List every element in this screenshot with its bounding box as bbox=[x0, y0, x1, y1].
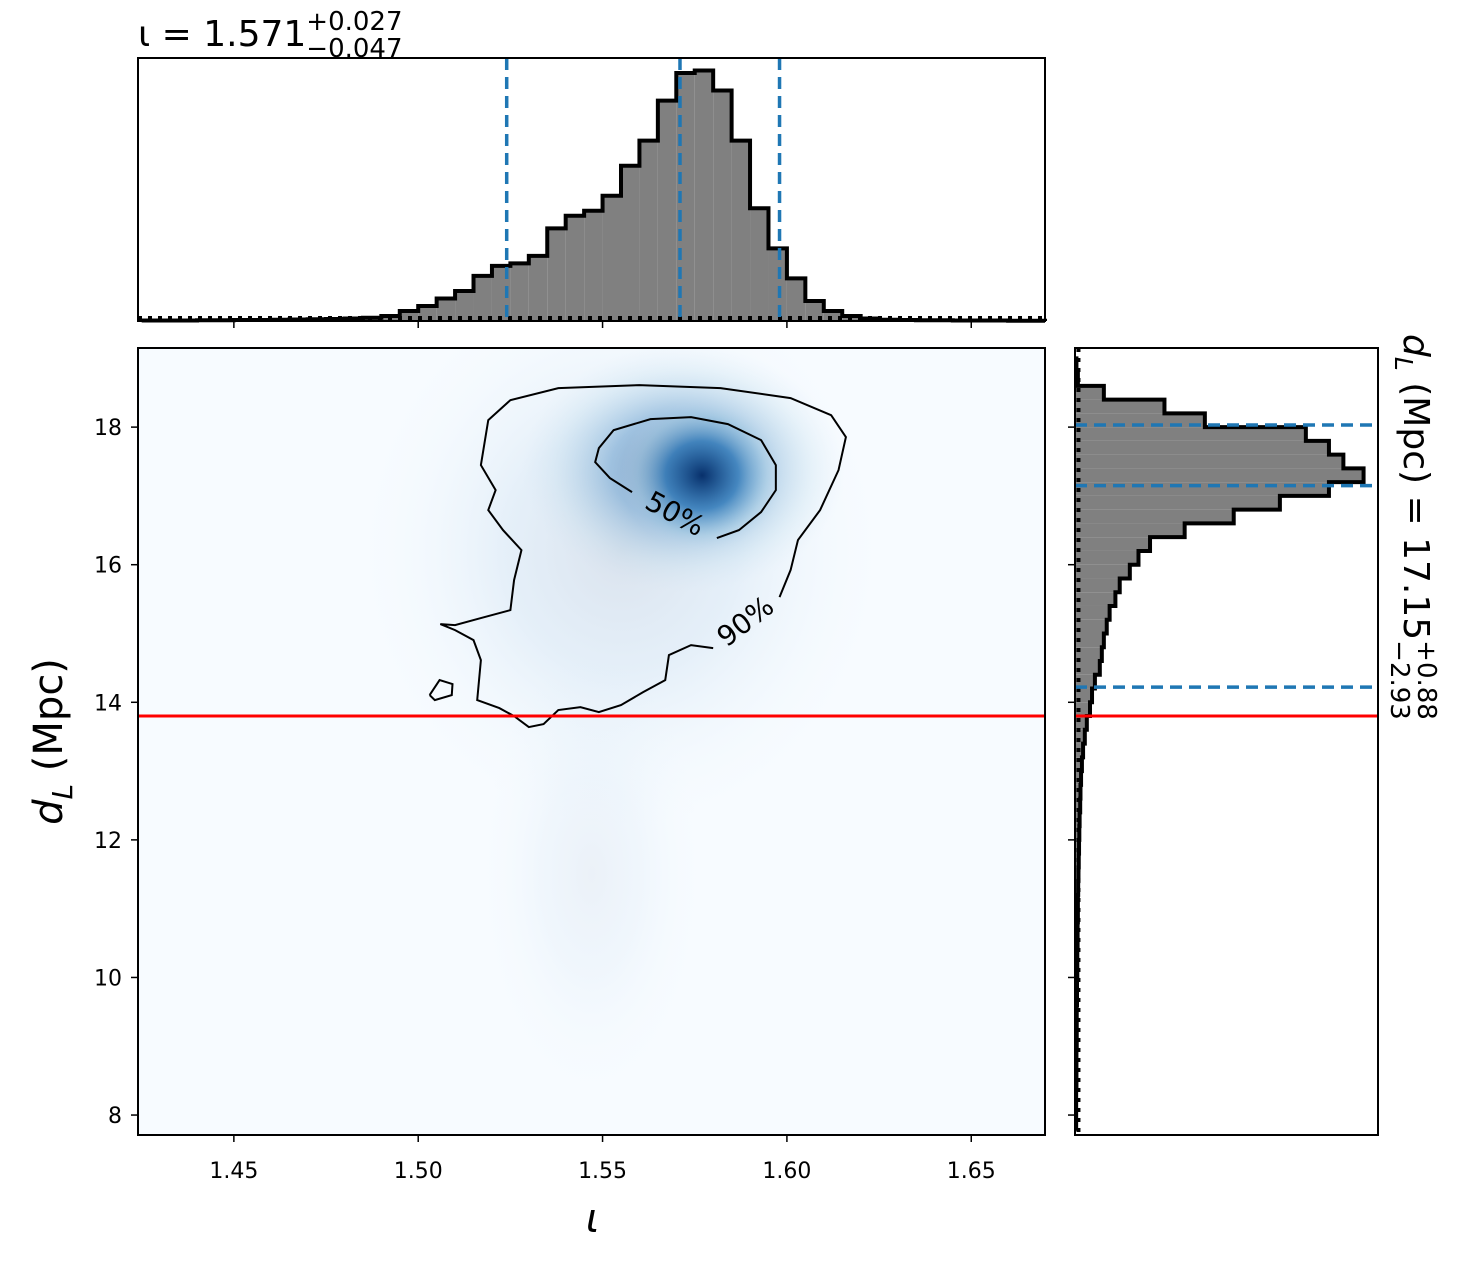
histogram-bar bbox=[1075, 550, 1139, 565]
histogram-bar bbox=[528, 255, 548, 321]
density-panel: 50%90%1.45 1.50 1.55 1.60 1.6581012141618ιdL… bbox=[26, 347, 1046, 1242]
histogram-bar bbox=[584, 210, 603, 321]
y-label-rest: (Mpc) bbox=[26, 658, 72, 784]
histogram-bar bbox=[639, 140, 658, 321]
histogram-bar bbox=[602, 195, 621, 321]
y-axis-label: dL (Mpc) bbox=[26, 658, 79, 825]
histogram-bar bbox=[1075, 702, 1091, 717]
histogram-bar bbox=[1075, 468, 1364, 483]
histogram-bar bbox=[1075, 495, 1280, 510]
histogram-bar bbox=[1075, 440, 1329, 455]
histogram-bar bbox=[805, 300, 824, 321]
title-symbol: d bbox=[1395, 334, 1436, 358]
title-main: dL (Mpc) = 17.15 bbox=[1389, 334, 1436, 640]
histogram-bar bbox=[455, 290, 474, 321]
y-tick-label: 16 bbox=[94, 554, 122, 579]
title-sup: +0.027 bbox=[306, 7, 402, 37]
y-tick-label: 12 bbox=[94, 829, 122, 854]
histogram-bar bbox=[1075, 839, 1080, 854]
histogram-bar bbox=[620, 165, 640, 321]
histogram-bar bbox=[1075, 427, 1306, 441]
x-tick-label: 1.60 bbox=[762, 1159, 811, 1184]
histogram-bar bbox=[418, 305, 437, 321]
y-tick-label: 14 bbox=[94, 691, 122, 716]
histogram-bar bbox=[436, 298, 456, 321]
y-tick-label: 8 bbox=[108, 1104, 122, 1129]
histogram-bar bbox=[473, 275, 492, 321]
histogram-bar bbox=[768, 248, 787, 321]
panel-frame bbox=[1074, 347, 1379, 1136]
histogram-bar bbox=[1075, 454, 1344, 469]
title-sup: +0.88 bbox=[1411, 640, 1441, 720]
x-axis-label: ι bbox=[586, 1196, 600, 1242]
title-sub: −2.93 bbox=[1384, 640, 1414, 720]
histogram-bar bbox=[1075, 537, 1151, 551]
histogram-bar bbox=[1075, 647, 1102, 662]
y-tick-label: 18 bbox=[94, 416, 122, 441]
histogram-bar bbox=[1075, 798, 1081, 813]
contour-line bbox=[428, 384, 847, 729]
density-blob bbox=[480, 654, 703, 1095]
histogram-bar bbox=[510, 263, 529, 321]
title-symbol-sub: L bbox=[1389, 357, 1418, 371]
histogram-bar bbox=[1075, 385, 1104, 400]
histogram-panel: ι = 1.571 +0.027−0.047 bbox=[137, 7, 1047, 328]
histogram-bar bbox=[823, 310, 843, 321]
histogram-bar bbox=[1075, 633, 1104, 648]
histogram-bar bbox=[1075, 716, 1087, 730]
histogram-bar bbox=[750, 208, 769, 321]
panel-frame bbox=[137, 57, 1046, 322]
x-tick-label: 1.55 bbox=[578, 1159, 627, 1184]
histogram-bar bbox=[786, 278, 806, 321]
density-blob bbox=[620, 399, 784, 551]
panel-frame bbox=[137, 347, 1046, 1136]
title-sub: −0.047 bbox=[306, 34, 402, 64]
histogram-bar bbox=[399, 310, 419, 321]
histogram-bar bbox=[1075, 771, 1082, 785]
contour-line bbox=[594, 416, 777, 540]
x-tick-label: 1.65 bbox=[947, 1159, 996, 1184]
histogram-bar bbox=[1075, 826, 1080, 840]
histogram-bar bbox=[694, 70, 714, 322]
panel-title: dL (Mpc) = 17.15+0.88−2.93 bbox=[1384, 334, 1441, 720]
title-rest: (Mpc) = 17.15 bbox=[1395, 371, 1436, 640]
histogram-bar bbox=[657, 100, 677, 321]
y-label-sub: L bbox=[46, 784, 79, 800]
histogram-bar bbox=[1075, 523, 1185, 538]
histogram-bar bbox=[1075, 578, 1120, 593]
histogram-bar bbox=[1075, 757, 1082, 772]
histogram-bar bbox=[1075, 399, 1165, 414]
histogram-bar bbox=[1075, 661, 1100, 675]
histogram-bar bbox=[1075, 729, 1085, 744]
histogram-bar bbox=[1075, 564, 1130, 579]
histogram-bar bbox=[547, 228, 566, 321]
density bbox=[362, 348, 880, 1095]
histogram-bar bbox=[1075, 619, 1107, 634]
histogram-bar bbox=[1075, 592, 1116, 606]
histogram-bar bbox=[731, 140, 751, 321]
x-tick-label: 1.50 bbox=[394, 1159, 443, 1184]
histogram-bar bbox=[565, 215, 585, 321]
histogram-panel bbox=[1068, 347, 1379, 1136]
histogram-bar bbox=[713, 90, 732, 321]
y-label-symbol: d bbox=[26, 799, 72, 825]
histogram-bar bbox=[1075, 509, 1234, 524]
x-tick-label: 1.45 bbox=[209, 1159, 258, 1184]
y-tick-label: 10 bbox=[94, 966, 122, 991]
histogram-bar bbox=[1075, 605, 1110, 620]
panel-title: ι = 1.571 bbox=[138, 14, 306, 55]
